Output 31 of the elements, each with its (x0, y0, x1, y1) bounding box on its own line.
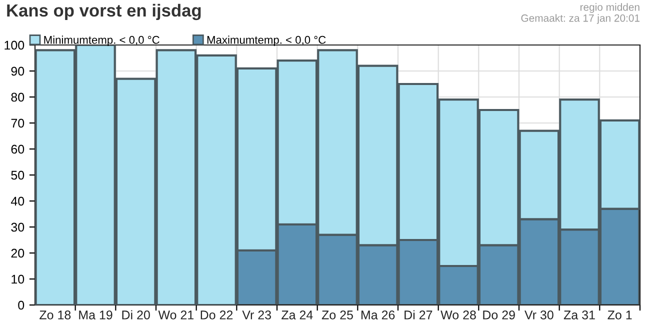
y-tick-label: 70 (11, 118, 24, 128)
text: regio midden (580, 3, 640, 13)
y-tick-label: 60 (11, 144, 24, 154)
chart-title: Kans op vorst en ijsdag (7, 4, 201, 20)
y-tick-label: 10 (12, 274, 24, 284)
x-tick-label: Wo 28 (440, 310, 476, 320)
x-tick-label: Zo 25 (322, 310, 353, 320)
legend-label: Maximumtemp. < 0,0 °C (207, 36, 326, 46)
y-tick-label: 100 (4, 40, 24, 50)
x-tick-label: Ma 19 (79, 310, 112, 320)
x-tick-label: Do 29 (483, 310, 515, 320)
y-tick-label: 80 (11, 92, 24, 102)
x-tick-label: Za 31 (564, 310, 595, 320)
x-tick-label: Zo 18 (40, 310, 71, 320)
legend-label: Minimumtemp. < 0,0 °C (44, 36, 160, 46)
y-tick-label: 0 (18, 300, 24, 310)
x-tick-label: Do 22 (200, 310, 233, 320)
x-tick-label: Vr 30 (524, 310, 554, 320)
x-tick-label: Vr 23 (242, 310, 271, 320)
x-tick-label: Zo 1 (608, 310, 632, 320)
text: Gemaakt: za 17 jan 20:01 (521, 14, 640, 24)
x-tick-label: Za 24 (282, 310, 313, 320)
x-tick-label: Di 27 (404, 310, 432, 320)
y-tick-label: 90 (11, 66, 24, 76)
x-tick-label: Di 20 (122, 310, 150, 320)
y-tick-label: 40 (10, 196, 24, 206)
y-tick-label: 20 (11, 248, 24, 258)
y-tick-label: 30 (11, 222, 24, 232)
x-tick-label: Ma 26 (361, 310, 395, 320)
x-tick-label: Wo 21 (158, 310, 194, 320)
y-tick-label: 50 (11, 170, 24, 180)
